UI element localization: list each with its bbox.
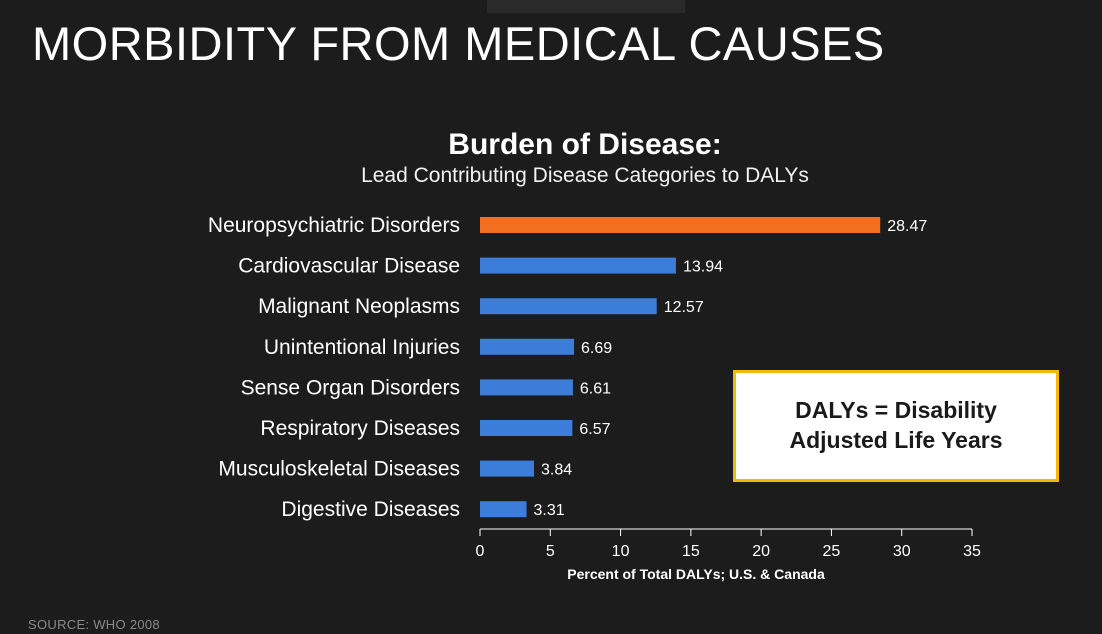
source-note: SOURCE: WHO 2008 [28,617,160,632]
x-axis-title: Percent of Total DALYs; U.S. & Canada [567,566,825,582]
data-label: 3.31 [534,502,565,519]
category-label: Neuropsychiatric Disorders [208,214,460,237]
category-label: Unintentional Injuries [264,336,460,359]
chart-title: Burden of Disease: [448,128,722,161]
category-label: Respiratory Diseases [260,417,460,440]
bar [480,379,573,396]
x-tick-label: 20 [752,543,770,560]
chart-subtitle: Lead Contributing Disease Categories to … [361,164,809,187]
callout-line-2: Adjusted Life Years [789,427,1003,453]
data-label: 3.84 [541,462,572,479]
bar [480,460,534,477]
x-tick-label: 35 [963,543,981,560]
bar [480,257,676,274]
bar [480,298,657,315]
category-label: Sense Organ Disorders [241,376,460,399]
data-label: 13.94 [683,259,723,276]
data-label: 6.69 [581,340,612,357]
category-label: Malignant Neoplasms [258,295,460,318]
data-label: 28.47 [887,218,927,235]
category-label: Musculoskeletal Diseases [218,458,460,481]
bar [480,338,575,355]
x-tick-label: 0 [476,543,485,560]
slide-title: MORBIDITY FROM MEDICAL CAUSES [32,17,885,70]
callout-line-1: DALYs = Disability [795,397,997,424]
bar [480,217,881,233]
data-label: 12.57 [664,299,704,316]
x-tick-label: 15 [682,543,700,560]
dalys-callout-box: DALYs = Disability Adjusted Life Years [733,370,1059,482]
x-tick-label: 5 [546,543,555,560]
x-tick-label: 10 [612,543,630,560]
top-window-strip [487,0,685,13]
bar [480,501,527,518]
data-label: 6.57 [579,421,610,438]
category-label: Digestive Diseases [281,498,460,521]
bar [480,420,573,436]
category-label: Cardiovascular Disease [238,255,460,278]
data-label: 6.61 [580,380,611,397]
x-tick-label: 30 [893,543,911,560]
x-tick-label: 25 [823,543,841,560]
